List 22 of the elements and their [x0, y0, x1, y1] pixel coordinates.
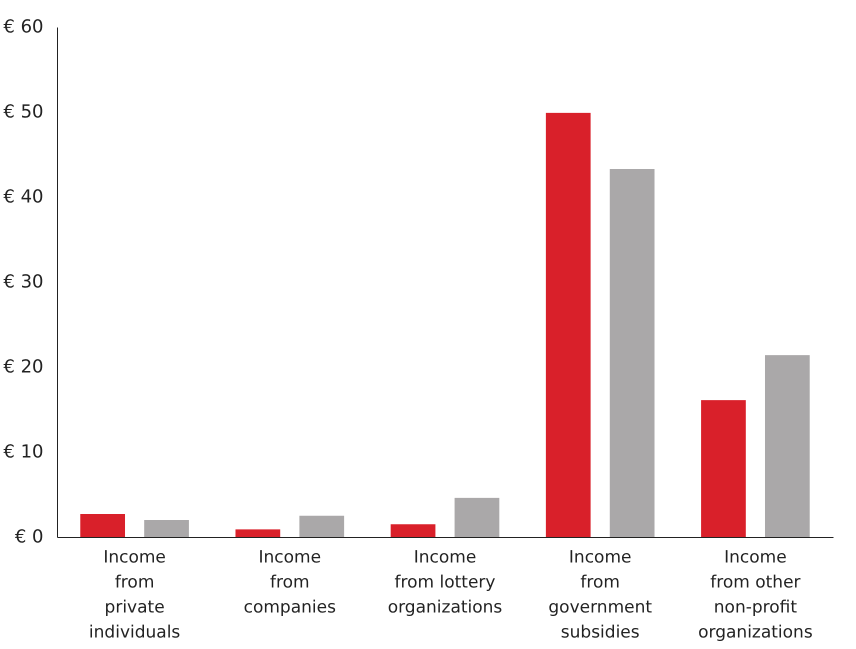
- bar: [764, 355, 810, 537]
- x-tick-label: Income from private individuals: [88, 548, 180, 642]
- bar: [390, 524, 436, 537]
- y-tick-label: € 30: [3, 272, 44, 292]
- x-tick-label: Income from lottery organizations: [388, 548, 502, 618]
- bar: [80, 514, 126, 537]
- y-tick-label: € 60: [3, 16, 44, 38]
- x-tick-label: Income from other non-profit organizations: [698, 548, 813, 642]
- bar: [610, 168, 655, 537]
- y-tick-label: € 20: [3, 356, 44, 378]
- bar: [235, 529, 280, 537]
- y-tick-label: € 0: [14, 526, 44, 548]
- y-tick-label: € 40: [3, 186, 44, 208]
- bar: [454, 498, 500, 537]
- y-tick-label: € 50: [3, 102, 44, 122]
- bar: [299, 516, 344, 537]
- y-tick-label: € 10: [3, 442, 44, 462]
- x-tick-label: Income from companies: [244, 548, 336, 618]
- x-tick-label: Income from government subsidies: [548, 548, 652, 642]
- bar: [701, 400, 746, 537]
- bar: [144, 520, 189, 537]
- bar: [546, 112, 591, 537]
